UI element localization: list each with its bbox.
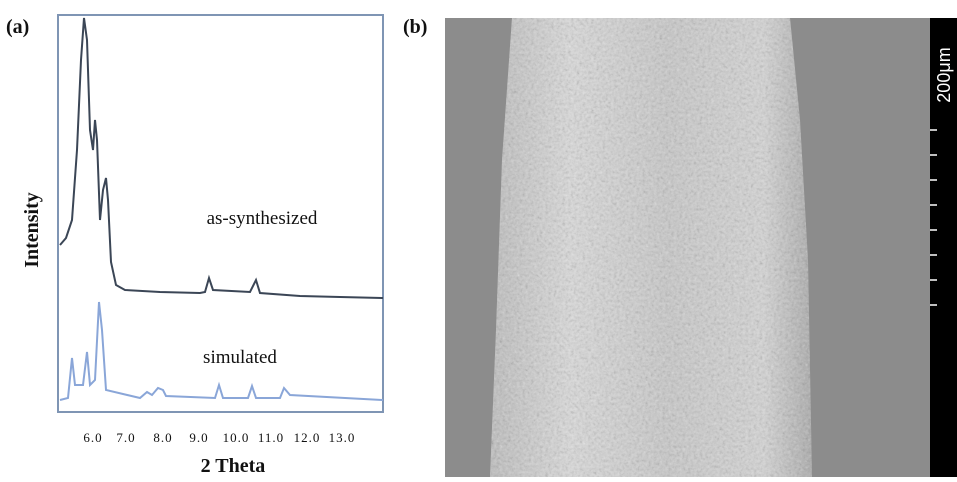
x-tick-label: 13.0 <box>329 430 356 445</box>
x-tick-label: 10.0 <box>223 430 250 445</box>
plot-frame <box>57 14 384 413</box>
curve-label: simulated <box>203 347 277 368</box>
scale-bar <box>930 18 957 477</box>
scale-ticks <box>930 129 937 306</box>
x-axis-label: 2 Theta <box>201 455 266 477</box>
x-tick-label: 6.0 <box>83 430 102 445</box>
x-tick-label: 11.0 <box>258 430 284 445</box>
x-tick-label: 7.0 <box>116 430 135 445</box>
panel-label: (b) <box>403 16 427 38</box>
xrd-curve <box>59 17 384 299</box>
panel-label: (a) <box>6 16 29 38</box>
x-tick-label: 8.0 <box>153 430 172 445</box>
x-ticks: 6.0 7.0 8.0 9.0 10.0 11.0 12.0 13.0 <box>83 430 356 445</box>
curve-label: as-synthesized <box>207 208 318 229</box>
xrd-curve <box>59 301 384 401</box>
scale-label: 200μm <box>934 47 954 102</box>
x-tick-label: 9.0 <box>189 430 208 445</box>
x-tick-label: 12.0 <box>294 430 321 445</box>
y-axis-label: Intensity <box>21 192 43 268</box>
sem-texture <box>490 18 812 477</box>
